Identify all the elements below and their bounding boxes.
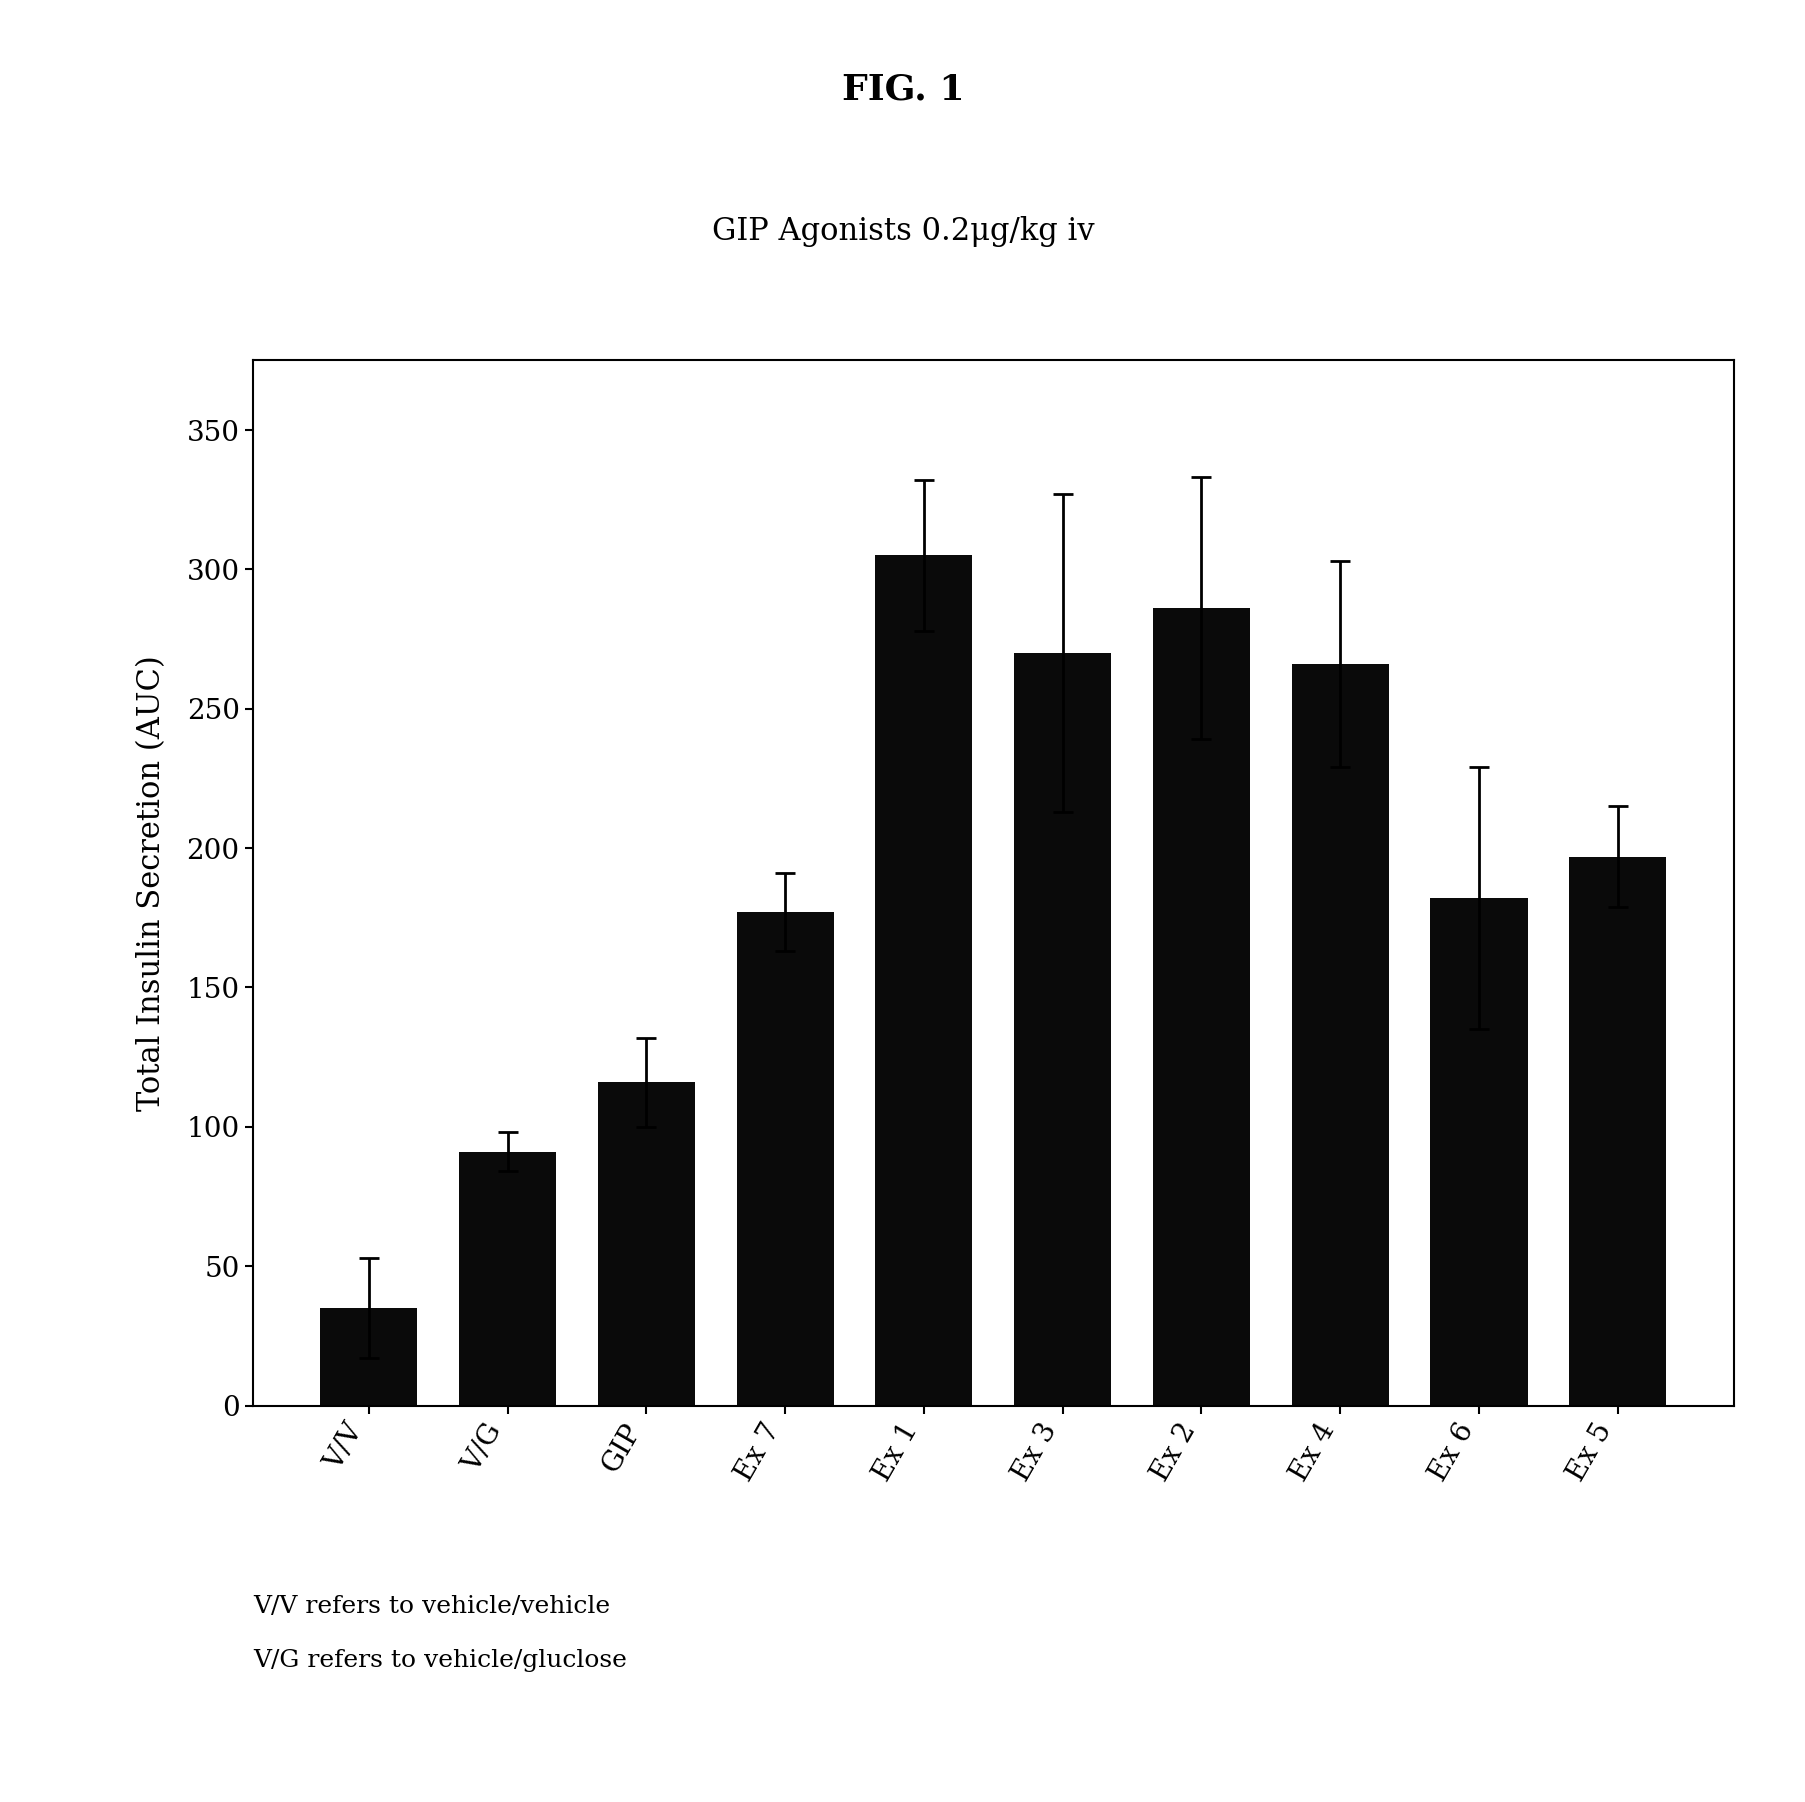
Bar	[1430, 899, 1527, 1406]
Bar	[458, 1151, 556, 1406]
Text: V/V refers to vehicle/vehicle: V/V refers to vehicle/vehicle	[253, 1595, 610, 1618]
Bar	[1291, 665, 1388, 1406]
Bar	[736, 912, 834, 1406]
Bar	[319, 1308, 417, 1406]
Text: V/G refers to vehicle/gluclose: V/G refers to vehicle/gluclose	[253, 1649, 626, 1672]
Bar	[1569, 856, 1666, 1406]
Bar	[1014, 652, 1110, 1406]
Y-axis label: Total Insulin Secretion (AUC): Total Insulin Secretion (AUC)	[135, 656, 166, 1110]
Text: FIG. 1: FIG. 1	[841, 72, 964, 106]
Bar	[597, 1083, 695, 1406]
Text: GIP Agonists 0.2μg/kg iv: GIP Agonists 0.2μg/kg iv	[711, 216, 1094, 247]
Bar	[875, 555, 971, 1406]
Bar	[1152, 609, 1249, 1406]
